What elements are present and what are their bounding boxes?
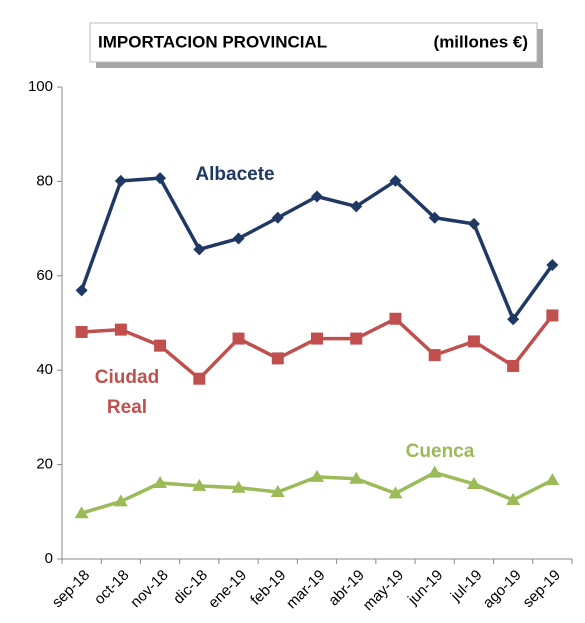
marker bbox=[507, 359, 520, 372]
marker bbox=[192, 478, 207, 491]
marker bbox=[467, 335, 480, 348]
y-tick-label: 20 bbox=[36, 456, 53, 473]
x-tick-label: ene-19 bbox=[205, 567, 250, 612]
marker bbox=[467, 217, 480, 230]
marker bbox=[349, 471, 364, 484]
marker bbox=[113, 494, 128, 507]
marker bbox=[388, 486, 403, 499]
x-tick-label: mar-19 bbox=[283, 567, 329, 613]
marker bbox=[311, 332, 323, 345]
marker bbox=[154, 172, 167, 185]
marker bbox=[193, 372, 206, 385]
y-tick-label: 80 bbox=[36, 172, 53, 189]
marker bbox=[507, 313, 520, 326]
title-box bbox=[89, 22, 538, 63]
marker bbox=[428, 211, 441, 224]
marker bbox=[310, 469, 324, 482]
marker bbox=[75, 284, 88, 297]
series-label: Cuenca bbox=[406, 441, 475, 462]
marker bbox=[545, 473, 560, 486]
x-tick-label: dic-18 bbox=[170, 567, 211, 608]
marker bbox=[389, 312, 402, 325]
marker bbox=[546, 309, 559, 322]
x-tick-label: feb-19 bbox=[247, 567, 289, 609]
marker bbox=[271, 352, 284, 365]
marker bbox=[271, 211, 284, 224]
marker bbox=[350, 200, 363, 213]
x-tick-label: may-19 bbox=[360, 567, 407, 614]
marker bbox=[506, 493, 521, 505]
marker bbox=[114, 174, 127, 187]
marker bbox=[114, 323, 127, 336]
marker bbox=[311, 190, 323, 203]
x-tick-label: ago-19 bbox=[480, 567, 525, 612]
marker bbox=[153, 476, 168, 489]
marker bbox=[154, 339, 167, 352]
marker bbox=[389, 174, 402, 187]
marker bbox=[75, 325, 88, 338]
marker bbox=[270, 484, 285, 497]
marker bbox=[428, 349, 441, 362]
chart-title: IMPORTACION PROVINCIAL bbox=[98, 32, 327, 51]
series-label: Ciudad Real bbox=[95, 367, 159, 418]
y-tick-label: 0 bbox=[45, 550, 53, 567]
marker bbox=[546, 258, 559, 271]
marker bbox=[427, 465, 442, 478]
x-tick-label: sep-18 bbox=[49, 567, 93, 611]
x-tick-label: nov-18 bbox=[127, 567, 171, 611]
marker bbox=[231, 480, 246, 493]
marker bbox=[232, 332, 245, 345]
x-tick-label: jun-19 bbox=[404, 567, 446, 609]
marker bbox=[350, 332, 363, 345]
marker bbox=[466, 476, 481, 489]
y-tick-label: 40 bbox=[36, 361, 53, 378]
marker bbox=[193, 243, 206, 256]
x-tick-label: oct-18 bbox=[91, 567, 133, 609]
y-tick-label: 100 bbox=[28, 78, 53, 95]
marker bbox=[232, 232, 245, 245]
chart-units: (millones €) bbox=[434, 32, 528, 51]
y-tick-label: 60 bbox=[36, 267, 53, 284]
marker bbox=[74, 506, 89, 519]
series-label: Albacete bbox=[195, 164, 274, 185]
x-tick-label: sep-19 bbox=[520, 567, 564, 611]
